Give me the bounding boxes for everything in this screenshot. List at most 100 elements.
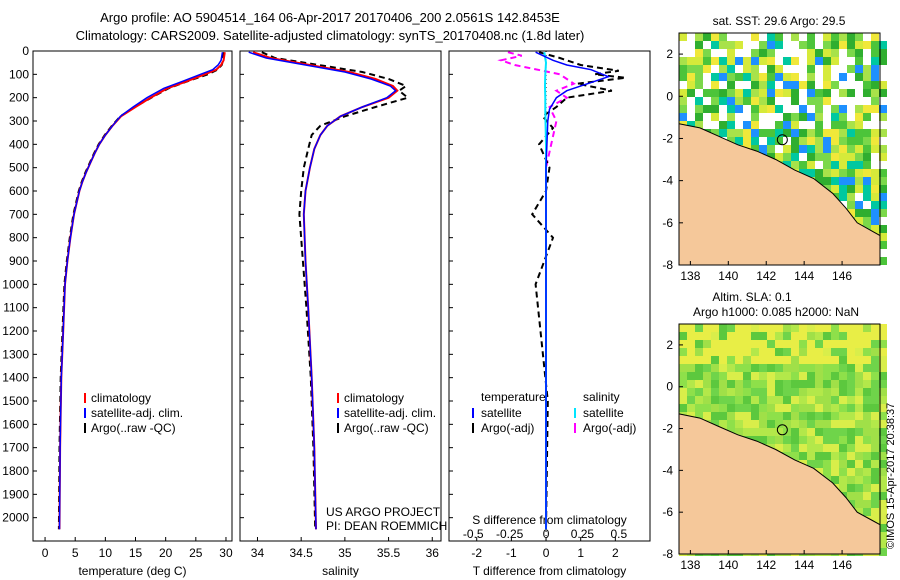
map-cell [871, 177, 879, 185]
map-cell [783, 33, 791, 41]
map-cell [879, 460, 887, 468]
map-cell [719, 356, 727, 364]
map-cell [719, 49, 727, 57]
map-cell [871, 356, 879, 364]
x-tick-label: 142 [756, 269, 776, 283]
map-cell [743, 129, 751, 137]
map-cell [879, 420, 887, 428]
map-cell [879, 81, 887, 89]
map-cell [695, 388, 703, 396]
map-cell [735, 356, 743, 364]
map-cell [879, 169, 887, 177]
map-cell [807, 137, 815, 145]
x-tick-label: 144 [794, 269, 814, 283]
map-cell [783, 129, 791, 137]
legend-label: climatology [344, 391, 404, 405]
map-cell [687, 121, 695, 129]
map-cell [863, 97, 871, 105]
map-cell [879, 89, 887, 97]
map-cell [767, 348, 775, 356]
map-cell [735, 113, 743, 121]
map-cell [703, 396, 711, 404]
map-cell [719, 324, 727, 332]
map-cell [711, 420, 719, 428]
map-cell [863, 105, 871, 113]
map-cell [847, 404, 855, 412]
map-cell [711, 412, 719, 420]
map-cell [711, 41, 719, 49]
map-cell [847, 177, 855, 185]
map-cell [711, 388, 719, 396]
map-cell [799, 420, 807, 428]
y-tick-label: 600 [9, 184, 29, 198]
map-cell [775, 81, 783, 89]
map-cell [847, 193, 855, 201]
map-cell [783, 145, 791, 153]
map-cell [815, 404, 823, 412]
map-cell [839, 332, 847, 340]
map-cell [879, 65, 887, 73]
map-cell [783, 412, 791, 420]
map-cell [815, 332, 823, 340]
map-cell [815, 73, 823, 81]
map-cell [855, 217, 863, 225]
map-cell [695, 324, 703, 332]
map-cell [855, 452, 863, 460]
map-cell [871, 97, 879, 105]
map-cell [679, 33, 687, 41]
map-cell [879, 49, 887, 57]
map-cell [823, 81, 831, 89]
map-cell [807, 404, 815, 412]
map-cell [687, 348, 695, 356]
y-tick-label: 500 [9, 161, 29, 175]
map-cell [823, 444, 831, 452]
map-cell [847, 396, 855, 404]
map-cell [863, 57, 871, 65]
map-cell [855, 89, 863, 97]
map-cell [735, 49, 743, 57]
map-cell [839, 137, 847, 145]
map-cell [727, 121, 735, 129]
y-tick-label: 300 [9, 114, 29, 128]
map-cell [847, 324, 855, 332]
map-cell [839, 81, 847, 89]
map-cell [735, 33, 743, 41]
map-cell [815, 356, 823, 364]
map-cell [791, 404, 799, 412]
legend-label: climatology [91, 391, 151, 405]
map-cell [695, 380, 703, 388]
map-cell [879, 372, 887, 380]
map-cell [799, 324, 807, 332]
map-cell [703, 89, 711, 97]
map-cell [791, 97, 799, 105]
map-cell [831, 73, 839, 81]
map-cell [831, 388, 839, 396]
y-tick-label: 1800 [2, 464, 29, 478]
map-cell [775, 396, 783, 404]
map-cell [815, 121, 823, 129]
map-cell [807, 452, 815, 460]
map-cell [759, 332, 767, 340]
map-cell [823, 452, 831, 460]
map-cell [791, 33, 799, 41]
map-cell [799, 396, 807, 404]
map-cell [735, 388, 743, 396]
map-cell [735, 65, 743, 73]
map-cell [815, 177, 823, 185]
map-cell [847, 492, 855, 500]
map-cell [695, 356, 703, 364]
legend-label: satellite-adj. clim. [344, 406, 436, 420]
map-cell [799, 340, 807, 348]
map-cell [871, 81, 879, 89]
map-cell [743, 137, 751, 145]
map-cell [847, 33, 855, 41]
map-cell [759, 436, 767, 444]
map-cell [855, 340, 863, 348]
y-tick-label: 0 [666, 380, 673, 394]
pi-label: PI: DEAN ROEMMICH [326, 519, 447, 533]
map-cell [807, 65, 815, 73]
map-cell [871, 129, 879, 137]
map-cell [767, 89, 775, 97]
map-cell [839, 412, 847, 420]
map-cell [839, 65, 847, 73]
